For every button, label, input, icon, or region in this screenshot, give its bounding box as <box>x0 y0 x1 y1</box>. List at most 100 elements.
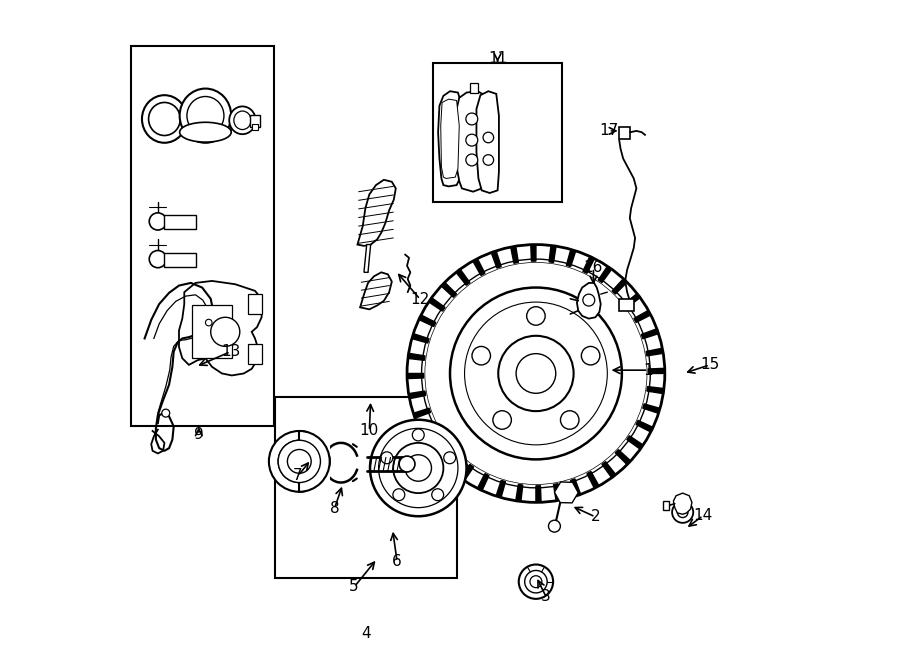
Polygon shape <box>430 299 445 311</box>
Bar <box>249 115 260 127</box>
Polygon shape <box>624 294 639 307</box>
Polygon shape <box>566 251 575 266</box>
Circle shape <box>583 294 595 306</box>
Circle shape <box>421 259 651 488</box>
Bar <box>619 299 634 311</box>
Polygon shape <box>602 461 615 477</box>
Ellipse shape <box>230 106 256 134</box>
Polygon shape <box>491 252 501 268</box>
Polygon shape <box>438 91 464 186</box>
Polygon shape <box>642 329 657 338</box>
Circle shape <box>464 302 608 445</box>
Polygon shape <box>583 258 594 274</box>
Circle shape <box>287 449 311 473</box>
Polygon shape <box>442 284 456 297</box>
Polygon shape <box>646 348 662 356</box>
Circle shape <box>466 113 478 125</box>
Polygon shape <box>433 440 447 453</box>
Text: 1: 1 <box>644 363 653 377</box>
Polygon shape <box>587 471 599 487</box>
Circle shape <box>450 288 622 459</box>
Polygon shape <box>531 246 536 261</box>
Circle shape <box>425 262 647 485</box>
Circle shape <box>466 154 478 166</box>
Polygon shape <box>422 424 438 436</box>
Polygon shape <box>446 453 460 467</box>
Text: 8: 8 <box>329 502 339 516</box>
Polygon shape <box>643 404 659 413</box>
Polygon shape <box>626 436 642 448</box>
Ellipse shape <box>142 95 187 143</box>
Circle shape <box>412 429 424 441</box>
Polygon shape <box>413 334 429 343</box>
Text: 16: 16 <box>584 260 603 275</box>
Bar <box>274 397 456 578</box>
Circle shape <box>530 576 542 588</box>
Circle shape <box>149 213 166 230</box>
Circle shape <box>399 456 415 472</box>
Polygon shape <box>616 449 630 463</box>
Polygon shape <box>516 485 523 500</box>
Polygon shape <box>360 272 392 309</box>
Polygon shape <box>497 481 506 496</box>
Circle shape <box>393 488 405 500</box>
Polygon shape <box>179 281 262 375</box>
Text: 17: 17 <box>599 124 618 138</box>
Ellipse shape <box>187 97 224 135</box>
Circle shape <box>678 507 688 518</box>
Bar <box>300 431 329 492</box>
Text: 13: 13 <box>220 344 240 359</box>
Ellipse shape <box>180 122 231 142</box>
Text: 10: 10 <box>360 424 379 438</box>
Text: 5: 5 <box>349 580 359 594</box>
Circle shape <box>672 502 693 523</box>
Circle shape <box>393 443 444 493</box>
Circle shape <box>444 452 455 464</box>
Bar <box>131 46 274 426</box>
Polygon shape <box>441 99 459 178</box>
Polygon shape <box>673 493 692 514</box>
Text: 9: 9 <box>194 428 203 442</box>
Bar <box>662 501 670 510</box>
Polygon shape <box>409 373 424 379</box>
Polygon shape <box>634 311 650 323</box>
Circle shape <box>499 336 573 411</box>
Circle shape <box>525 570 547 593</box>
Text: 2: 2 <box>590 510 600 524</box>
Circle shape <box>379 428 458 508</box>
Circle shape <box>443 134 454 144</box>
Circle shape <box>162 409 170 417</box>
Bar <box>193 305 232 358</box>
Bar <box>470 83 478 93</box>
Circle shape <box>149 251 166 268</box>
Text: 3: 3 <box>541 589 551 603</box>
Polygon shape <box>577 283 600 319</box>
Polygon shape <box>549 247 556 262</box>
Polygon shape <box>636 420 652 432</box>
Circle shape <box>443 153 454 164</box>
Polygon shape <box>410 391 426 399</box>
Bar <box>248 294 262 314</box>
Circle shape <box>370 420 466 516</box>
Polygon shape <box>612 280 626 294</box>
Polygon shape <box>415 408 430 418</box>
Circle shape <box>472 346 491 365</box>
Circle shape <box>483 155 493 165</box>
Ellipse shape <box>234 111 251 130</box>
Circle shape <box>548 520 561 532</box>
Polygon shape <box>598 267 611 282</box>
Ellipse shape <box>148 102 180 136</box>
Bar <box>165 215 196 229</box>
Polygon shape <box>461 465 473 480</box>
Circle shape <box>443 114 454 124</box>
Polygon shape <box>476 91 499 193</box>
Text: 15: 15 <box>700 358 719 372</box>
Polygon shape <box>357 180 396 246</box>
Circle shape <box>278 440 320 483</box>
Circle shape <box>561 410 579 429</box>
Bar <box>248 344 262 364</box>
Circle shape <box>269 431 329 492</box>
Text: 11: 11 <box>488 51 508 65</box>
Ellipse shape <box>180 89 231 143</box>
Circle shape <box>493 410 511 429</box>
